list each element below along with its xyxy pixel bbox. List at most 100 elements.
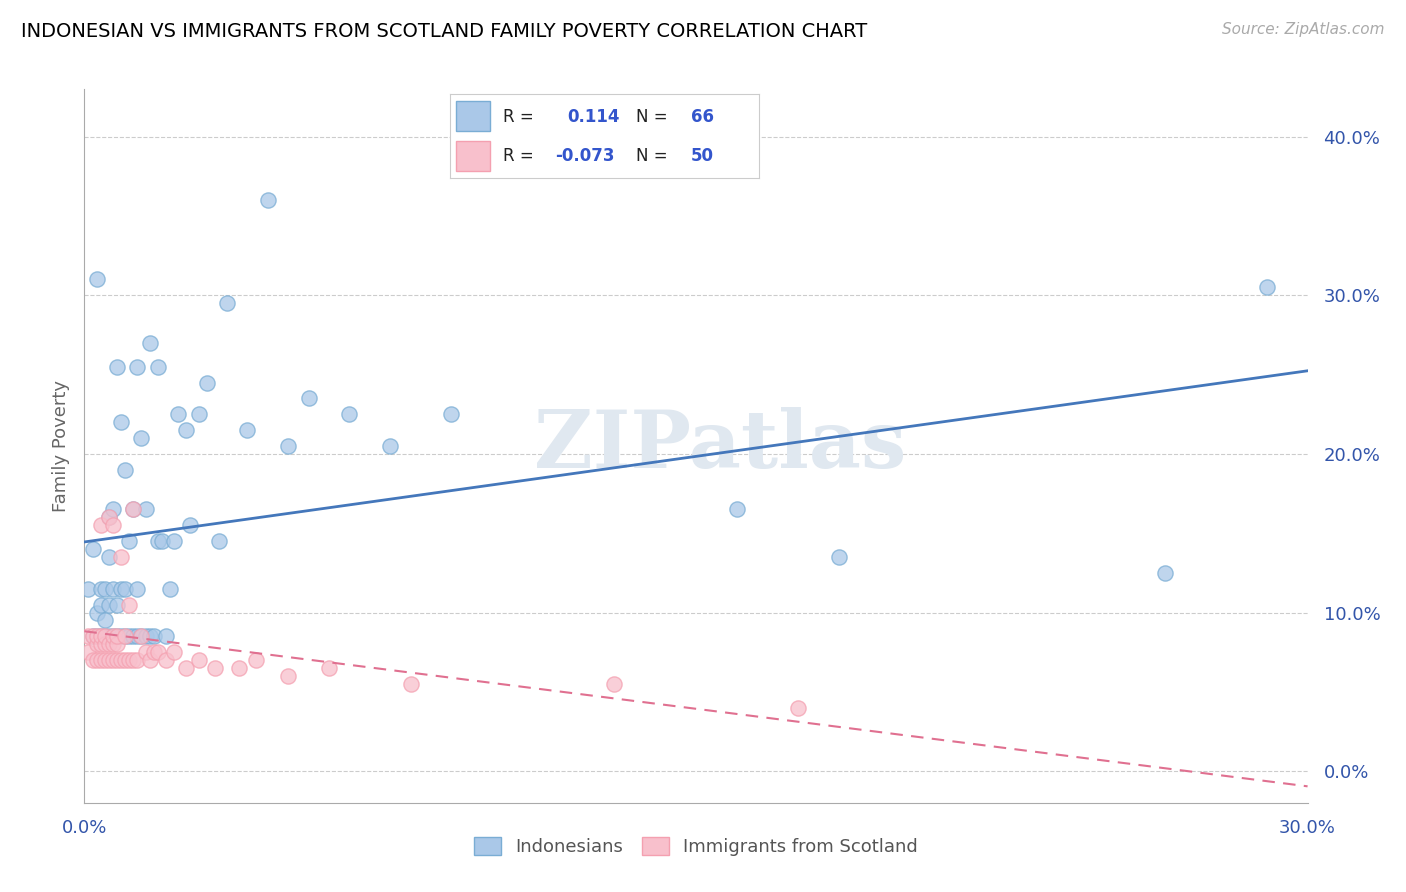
Point bbox=[93, 629, 115, 643]
Point bbox=[146, 359, 169, 374]
Point bbox=[187, 407, 209, 421]
Point bbox=[90, 598, 112, 612]
Point bbox=[77, 629, 100, 643]
Point bbox=[339, 407, 361, 421]
Point bbox=[380, 439, 402, 453]
Point bbox=[93, 637, 115, 651]
Point bbox=[122, 629, 145, 643]
Point bbox=[97, 510, 120, 524]
Point bbox=[127, 653, 149, 667]
Point bbox=[110, 653, 132, 667]
Point bbox=[101, 518, 124, 533]
Point bbox=[440, 407, 463, 421]
Point bbox=[110, 549, 132, 564]
Point bbox=[228, 661, 250, 675]
Point bbox=[110, 629, 132, 643]
Point bbox=[110, 582, 132, 596]
Legend: Indonesians, Immigrants from Scotland: Indonesians, Immigrants from Scotland bbox=[465, 828, 927, 865]
Point bbox=[110, 415, 132, 429]
Text: INDONESIAN VS IMMIGRANTS FROM SCOTLAND FAMILY POVERTY CORRELATION CHART: INDONESIAN VS IMMIGRANTS FROM SCOTLAND F… bbox=[21, 22, 868, 41]
Point bbox=[208, 534, 231, 549]
Point bbox=[1154, 566, 1177, 580]
Point bbox=[105, 653, 128, 667]
Point bbox=[146, 645, 169, 659]
Text: -0.073: -0.073 bbox=[555, 146, 614, 164]
Point bbox=[217, 296, 239, 310]
Point bbox=[257, 193, 280, 207]
Point bbox=[93, 653, 115, 667]
Text: ZIPatlas: ZIPatlas bbox=[534, 407, 907, 485]
Bar bbox=[456, 141, 491, 170]
Point bbox=[97, 629, 120, 643]
Text: N =: N = bbox=[636, 146, 666, 164]
Point bbox=[142, 629, 165, 643]
Point bbox=[122, 653, 145, 667]
Point bbox=[155, 629, 177, 643]
Point bbox=[725, 502, 748, 516]
Point bbox=[277, 669, 299, 683]
Point bbox=[142, 645, 165, 659]
Point bbox=[122, 502, 145, 516]
Point bbox=[146, 534, 169, 549]
Point bbox=[93, 582, 115, 596]
Point bbox=[131, 629, 153, 643]
Point bbox=[105, 359, 128, 374]
Point bbox=[236, 423, 259, 437]
Bar bbox=[456, 102, 491, 131]
Point bbox=[138, 653, 160, 667]
Point bbox=[77, 645, 100, 659]
Point bbox=[187, 653, 209, 667]
Point bbox=[174, 661, 197, 675]
Point bbox=[77, 582, 100, 596]
Point bbox=[195, 376, 218, 390]
Point bbox=[131, 629, 153, 643]
Point bbox=[318, 661, 340, 675]
Point bbox=[82, 629, 104, 643]
Point bbox=[277, 439, 299, 453]
Point bbox=[90, 518, 112, 533]
Text: N =: N = bbox=[636, 108, 666, 126]
Point bbox=[105, 629, 128, 643]
Point bbox=[118, 653, 141, 667]
Point bbox=[298, 392, 321, 406]
Point bbox=[90, 582, 112, 596]
Point bbox=[114, 629, 136, 643]
Point bbox=[105, 629, 128, 643]
Point bbox=[90, 653, 112, 667]
Point bbox=[245, 653, 267, 667]
Text: 50: 50 bbox=[692, 146, 714, 164]
Point bbox=[150, 534, 173, 549]
Text: Source: ZipAtlas.com: Source: ZipAtlas.com bbox=[1222, 22, 1385, 37]
Point bbox=[114, 653, 136, 667]
Point bbox=[131, 431, 153, 445]
Point bbox=[82, 542, 104, 557]
Point bbox=[118, 598, 141, 612]
Point bbox=[82, 653, 104, 667]
Point bbox=[86, 653, 108, 667]
Point bbox=[603, 677, 626, 691]
Point bbox=[93, 614, 115, 628]
Point bbox=[97, 598, 120, 612]
Point bbox=[138, 335, 160, 350]
Text: 66: 66 bbox=[692, 108, 714, 126]
Point bbox=[86, 272, 108, 286]
Text: R =: R = bbox=[502, 146, 533, 164]
Point bbox=[114, 463, 136, 477]
Point bbox=[97, 510, 120, 524]
Point bbox=[118, 629, 141, 643]
Point bbox=[114, 629, 136, 643]
Point bbox=[399, 677, 422, 691]
Point bbox=[90, 637, 112, 651]
Text: 0.114: 0.114 bbox=[568, 108, 620, 126]
Point bbox=[90, 629, 112, 643]
Point bbox=[82, 629, 104, 643]
Point bbox=[127, 582, 149, 596]
Point bbox=[787, 700, 810, 714]
Point bbox=[93, 629, 115, 643]
Point bbox=[97, 549, 120, 564]
Point bbox=[174, 423, 197, 437]
Point bbox=[86, 606, 108, 620]
Point bbox=[135, 645, 157, 659]
Point bbox=[101, 629, 124, 643]
Point bbox=[114, 582, 136, 596]
